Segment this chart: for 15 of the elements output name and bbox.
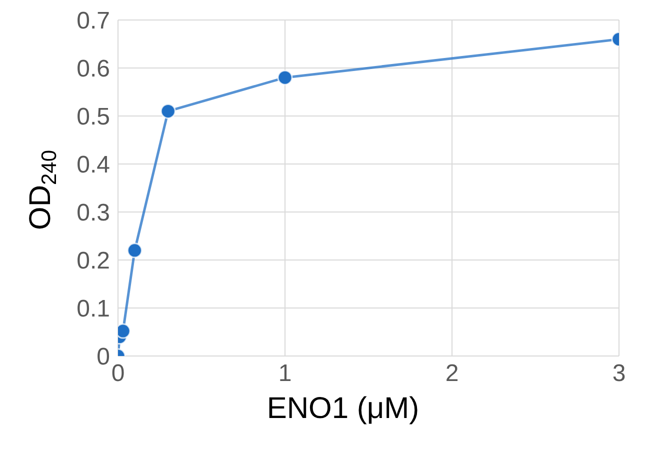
x-tick-label: 1 [278,360,292,388]
point [118,323,131,339]
y-tick-label: 0.7 [76,8,110,35]
y-tick-label: 0.1 [76,296,110,323]
y-tick-label: 0.2 [76,248,110,275]
y-tick-label: 0.3 [76,200,110,227]
x-tick-label: 2 [445,360,459,388]
point [126,242,142,258]
y-tick-label: 0.6 [76,56,110,83]
point [160,103,176,119]
x-axis-title: ENO1 (μM) [266,392,420,425]
point [277,70,293,86]
x-tick-label: 3 [612,360,626,388]
y-tick-label: 0.5 [76,104,110,131]
y-tick-label: 0.4 [76,152,110,179]
